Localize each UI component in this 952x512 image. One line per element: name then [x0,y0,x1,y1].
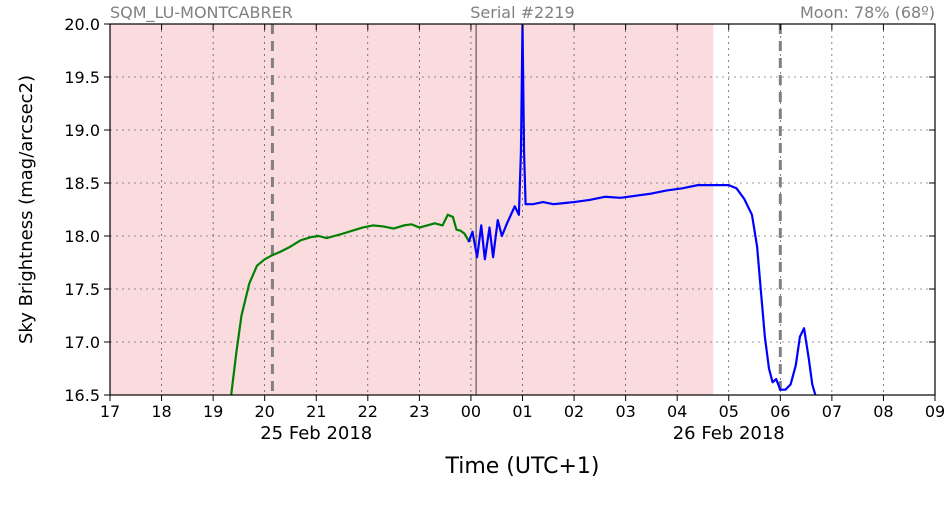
y-axis-label: Sky Brightness (mag/arcsec2) [16,75,37,344]
x-tick-label: 21 [306,402,326,421]
x-axis-label: Time (UTC+1) [444,454,599,479]
x-tick-label: 06 [770,402,790,421]
y-tick-label: 19.0 [64,121,100,140]
x-tick-label: 02 [564,402,584,421]
x-tick-label: 17 [100,402,120,421]
y-tick-label: 19.5 [64,68,100,87]
x-tick-label: 05 [719,402,739,421]
title-right: Moon: 78% (68º) [800,3,935,22]
y-tick-label: 18.0 [64,227,100,246]
x-tick-label: 09 [925,402,945,421]
sky-brightness-chart: 17 18 19 20 21 22 23 00 01 02 03 04 05 06 07 08 09 25 Feb… [0,0,952,512]
x-tick-label: 01 [512,402,532,421]
x-tick-label: 23 [409,402,429,421]
x-tick-label: 22 [358,402,378,421]
x-tick-label: 18 [151,402,171,421]
x-tick-label: 19 [203,402,223,421]
x-tick-label: 03 [615,402,635,421]
x-tick-label: 07 [822,402,842,421]
x-tick-label: 20 [255,402,275,421]
title-left: SQM_LU-MONTCABRER [110,3,293,23]
y-tick-label: 20.0 [64,15,100,34]
chart-svg: 17 18 19 20 21 22 23 00 01 02 03 04 05 06 07 08 09 25 Feb… [0,0,952,512]
y-tick-label: 17.0 [64,333,100,352]
x-tick-label: 08 [873,402,893,421]
y-tick-label: 17.5 [64,280,100,299]
y-tick-label: 16.5 [64,386,100,405]
title-center: Serial #2219 [470,3,574,22]
x-tick-label: 04 [667,402,687,421]
x-date-label: 26 Feb 2018 [673,423,785,444]
y-tick-label: 18.5 [64,174,100,193]
x-tick-label: 00 [461,402,481,421]
moon-shaded-region [110,24,713,395]
x-date-label: 25 Feb 2018 [260,423,372,444]
